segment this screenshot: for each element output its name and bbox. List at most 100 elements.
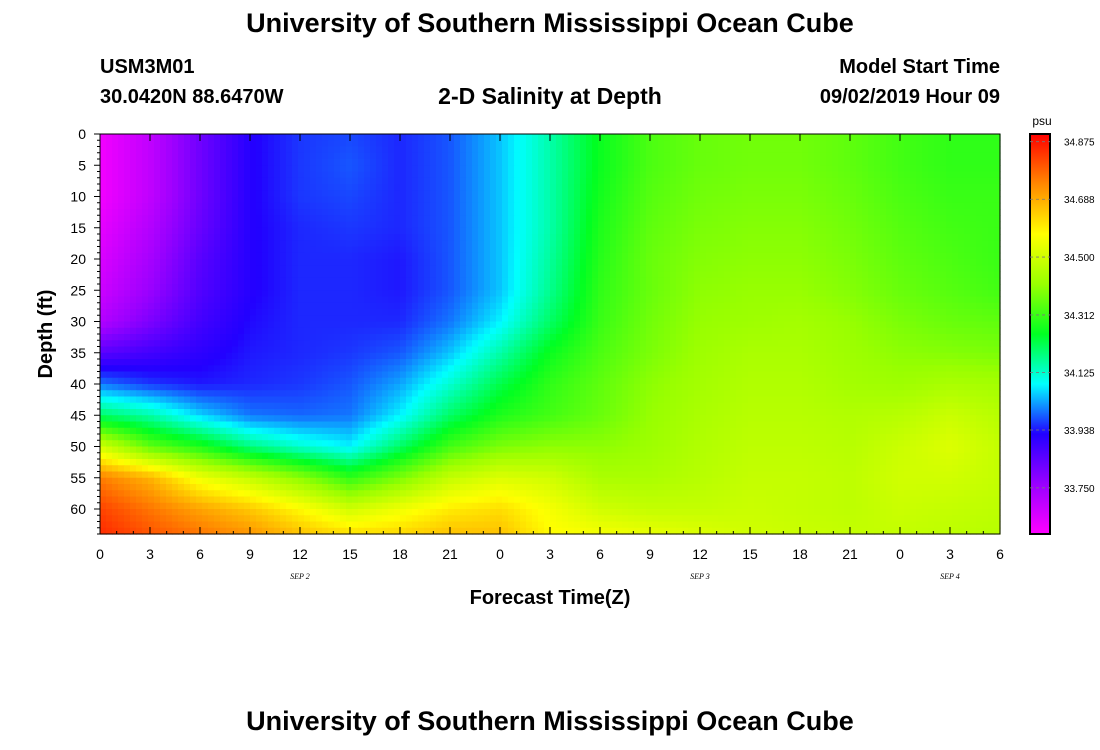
heatmap-cell <box>814 165 821 173</box>
heatmap-cell <box>172 277 179 285</box>
heatmap-cell <box>832 334 839 341</box>
heatmap-cell <box>226 277 233 285</box>
heatmap-cell <box>910 215 917 223</box>
heatmap-cell <box>634 190 641 198</box>
heatmap-cell <box>862 321 869 329</box>
heatmap-cell <box>766 146 773 154</box>
heatmap-cell <box>826 327 833 335</box>
heatmap-cell <box>874 221 881 229</box>
heatmap-cell <box>778 240 785 248</box>
heatmap-cell <box>538 184 545 191</box>
heatmap-cell <box>988 221 995 229</box>
heatmap-cell <box>940 159 947 166</box>
heatmap-cell <box>340 177 347 185</box>
heatmap-cell <box>850 277 857 285</box>
heatmap-cell <box>634 296 641 304</box>
heatmap-cell <box>778 246 785 254</box>
heatmap-cell <box>628 240 635 248</box>
heatmap-cell <box>838 221 845 229</box>
heatmap-cell <box>412 234 419 241</box>
heatmap-cell <box>730 234 737 241</box>
heatmap-cell <box>592 146 599 154</box>
heatmap-cell <box>562 271 569 279</box>
heatmap-cell <box>520 140 527 148</box>
heatmap-cell <box>688 334 695 341</box>
heatmap-cell <box>580 152 587 160</box>
heatmap-cell <box>940 271 947 279</box>
heatmap-cell <box>286 327 293 335</box>
heatmap-cell <box>376 259 383 266</box>
heatmap-cell <box>148 259 155 266</box>
heatmap-cell <box>616 152 623 160</box>
heatmap-cell <box>226 315 233 323</box>
heatmap-cell <box>568 196 575 204</box>
heatmap-cell <box>532 177 539 185</box>
heatmap-cell <box>370 209 377 216</box>
heatmap-cell <box>514 184 521 191</box>
heatmap-cell <box>676 177 683 185</box>
heatmap-cell <box>982 265 989 273</box>
heatmap-cell <box>280 140 287 148</box>
heatmap-cell <box>850 202 857 210</box>
heatmap-cell <box>712 271 719 279</box>
heatmap-cell <box>130 227 137 235</box>
heatmap-cell <box>538 209 545 216</box>
heatmap-cell <box>166 309 173 316</box>
heatmap-cell <box>424 246 431 254</box>
heatmap-cell <box>922 246 929 254</box>
heatmap-cell <box>898 140 905 148</box>
heatmap-cell <box>544 334 551 341</box>
heatmap-cell <box>322 277 329 285</box>
heatmap-cell <box>772 284 779 291</box>
heatmap-cell <box>298 271 305 279</box>
heatmap-cell <box>118 165 125 173</box>
heatmap-cell <box>616 246 623 254</box>
heatmap-cell <box>124 340 131 348</box>
heatmap-cell <box>874 315 881 323</box>
heatmap-cell <box>442 315 449 323</box>
heatmap-cell <box>754 215 761 223</box>
heatmap-cell <box>394 215 401 223</box>
heatmap-cell <box>442 290 449 298</box>
heatmap-cell <box>940 252 947 260</box>
heatmap-cell <box>334 215 341 223</box>
heatmap-cell <box>406 146 413 154</box>
heatmap-cell <box>886 277 893 285</box>
heatmap-cell <box>322 221 329 229</box>
heatmap-cell <box>412 321 419 329</box>
heatmap-cell <box>610 265 617 273</box>
heatmap-cell <box>478 259 485 266</box>
heatmap-cell <box>820 259 827 266</box>
heatmap-cell <box>520 190 527 198</box>
heatmap-cell <box>406 290 413 298</box>
heatmap-cell <box>466 146 473 154</box>
heatmap-cell <box>772 196 779 204</box>
heatmap-cell <box>958 327 965 335</box>
heatmap-cell <box>388 327 395 335</box>
heatmap-cell <box>454 234 461 241</box>
heatmap-cell <box>256 290 263 298</box>
heatmap-cell <box>556 334 563 341</box>
heatmap-cell <box>202 202 209 210</box>
heatmap-cell <box>700 309 707 316</box>
heatmap-cell <box>220 209 227 216</box>
heatmap-cell <box>862 327 869 335</box>
heatmap-cell <box>982 177 989 185</box>
heatmap-cell <box>370 259 377 266</box>
heatmap-cell <box>664 184 671 191</box>
heatmap-cell <box>364 227 371 235</box>
heatmap-cell <box>256 202 263 210</box>
heatmap-cell <box>490 215 497 223</box>
heatmap-cell <box>214 277 221 285</box>
heatmap-cell <box>850 290 857 298</box>
heatmap-cell <box>598 146 605 154</box>
heatmap-cell <box>160 277 167 285</box>
heatmap-cell <box>430 259 437 266</box>
heatmap-cell <box>892 315 899 323</box>
heatmap-cell <box>508 134 515 141</box>
heatmap-cell <box>268 246 275 254</box>
heatmap-cell <box>808 259 815 266</box>
heatmap-cell <box>754 252 761 260</box>
heatmap-cell <box>106 309 113 316</box>
heatmap-cell <box>880 284 887 291</box>
